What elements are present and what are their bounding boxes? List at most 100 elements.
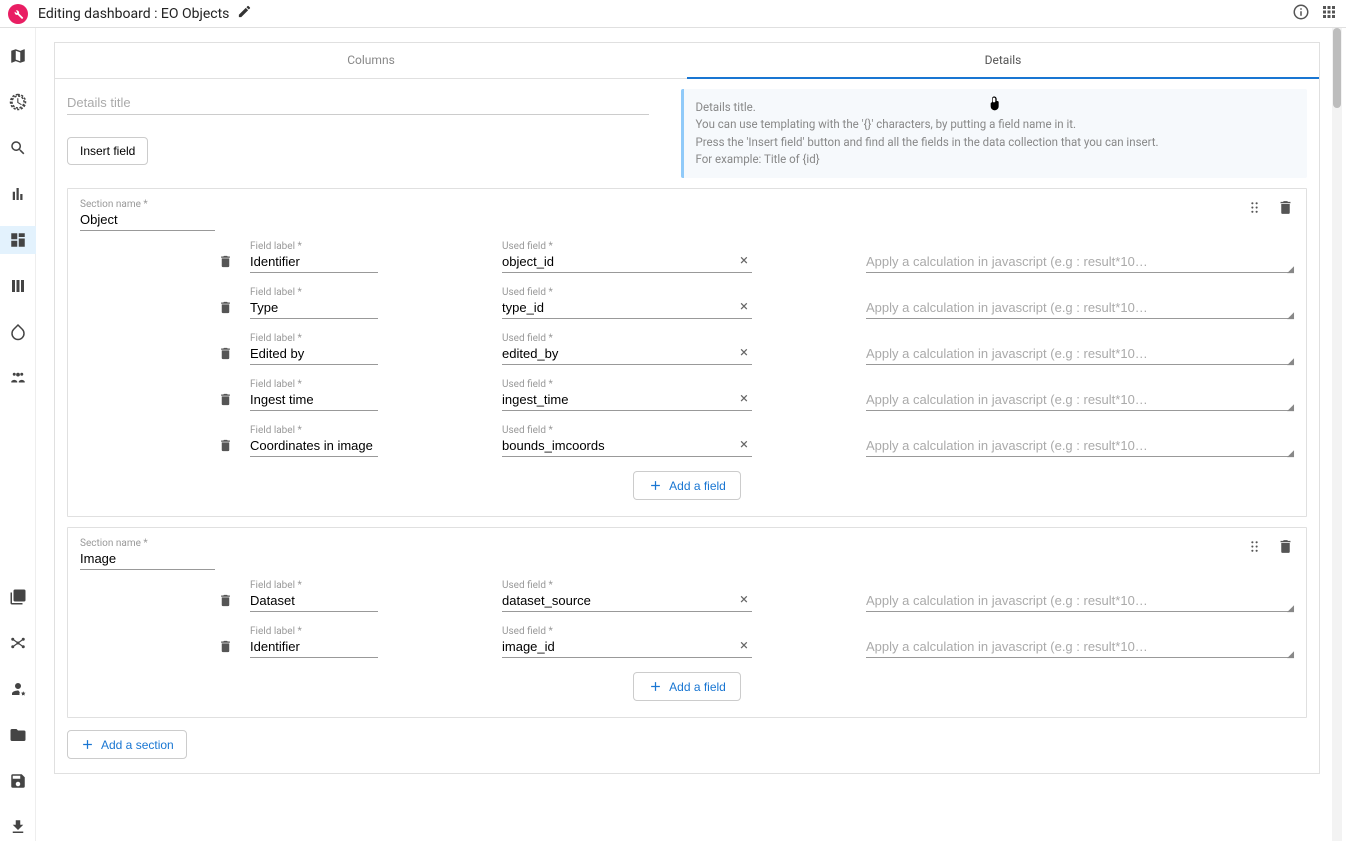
info-icon[interactable] (1292, 3, 1310, 25)
field-label-input[interactable] (250, 390, 378, 411)
delete-field-icon[interactable] (218, 387, 236, 411)
rail-map-icon[interactable] (0, 42, 36, 70)
rail-download-icon[interactable] (0, 813, 36, 841)
field-label-caption: Field label * (250, 580, 378, 591)
rail-columns-icon[interactable] (0, 272, 36, 300)
calculation-input[interactable] (866, 252, 1294, 273)
rail-admin-icon[interactable] (0, 675, 36, 703)
section-name-label: Section name * (80, 199, 215, 210)
tab-details[interactable]: Details (687, 43, 1319, 79)
insert-field-button[interactable]: Insert field (67, 137, 148, 165)
delete-field-icon[interactable] (218, 249, 236, 273)
main-content: Columns Details Insert field Details tit… (36, 28, 1330, 841)
field-row: Field label * Used field * × ◢ (218, 333, 1294, 365)
used-field-input[interactable] (502, 390, 752, 411)
rail-dashboard-icon[interactable] (0, 226, 36, 254)
drag-handle-icon[interactable] (1246, 199, 1263, 220)
used-field-input[interactable] (502, 252, 752, 273)
field-label-caption: Field label * (250, 626, 378, 637)
wrench-icon (12, 8, 24, 20)
clear-used-field-icon[interactable]: × (740, 435, 748, 453)
used-field-input[interactable] (502, 637, 752, 658)
help-tip: Details title. You can use templating wi… (681, 89, 1308, 178)
add-field-button[interactable]: Add a field (633, 471, 741, 500)
clear-used-field-icon[interactable]: × (740, 389, 748, 407)
used-field-input[interactable] (502, 436, 752, 457)
apps-icon[interactable] (1320, 3, 1338, 25)
field-row: Field label * Used field * × ◢ (218, 287, 1294, 319)
field-label-caption: Field label * (250, 287, 378, 298)
rail-drop-icon[interactable] (0, 318, 36, 346)
field-label-caption: Field label * (250, 333, 378, 344)
add-section-button[interactable]: Add a section (67, 730, 187, 759)
field-label-input[interactable] (250, 252, 378, 273)
clear-used-field-icon[interactable]: × (740, 297, 748, 315)
add-field-button[interactable]: Add a field (633, 672, 741, 701)
calculation-input[interactable] (866, 298, 1294, 319)
clear-used-field-icon[interactable]: × (740, 590, 748, 608)
scrollbar[interactable] (1332, 28, 1342, 841)
calculation-input[interactable] (866, 390, 1294, 411)
section: Section name * Field label * Used field … (67, 188, 1307, 517)
field-row: Field label * Used field * × ◢ (218, 626, 1294, 658)
tabs: Columns Details (54, 42, 1320, 79)
rail-hub-icon[interactable] (0, 629, 36, 657)
used-field-caption: Used field * (502, 241, 752, 252)
edit-title-icon[interactable] (237, 4, 252, 23)
add-field-label: Add a field (669, 479, 726, 493)
field-row: Field label * Used field * × ◢ (218, 425, 1294, 457)
field-label-caption: Field label * (250, 241, 378, 252)
clear-used-field-icon[interactable]: × (740, 343, 748, 361)
scrollbar-thumb[interactable] (1333, 28, 1341, 108)
section-name-input[interactable] (80, 210, 215, 231)
delete-field-icon[interactable] (218, 634, 236, 658)
field-label-caption: Field label * (250, 425, 378, 436)
plus-icon (80, 737, 95, 752)
rail-save-icon[interactable] (0, 767, 36, 795)
used-field-caption: Used field * (502, 287, 752, 298)
fields-list: Field label * Used field * × ◢ Field lab… (218, 580, 1294, 658)
field-row: Field label * Used field * × ◢ (218, 379, 1294, 411)
section-name-input[interactable] (80, 549, 215, 570)
field-label-input[interactable] (250, 344, 378, 365)
used-field-input[interactable] (502, 298, 752, 319)
calculation-input[interactable] (866, 344, 1294, 365)
clear-used-field-icon[interactable]: × (740, 636, 748, 654)
delete-field-icon[interactable] (218, 295, 236, 319)
rail-search-icon[interactable] (0, 134, 36, 162)
used-field-caption: Used field * (502, 580, 752, 591)
help-line: For example: Title of {id} (696, 151, 1296, 168)
field-label-input[interactable] (250, 298, 378, 319)
used-field-caption: Used field * (502, 379, 752, 390)
delete-field-icon[interactable] (218, 341, 236, 365)
delete-section-icon[interactable] (1277, 199, 1294, 220)
calculation-input[interactable] (866, 591, 1294, 612)
field-row: Field label * Used field * × ◢ (218, 241, 1294, 273)
clear-used-field-icon[interactable]: × (740, 251, 748, 269)
details-title-input[interactable] (67, 89, 649, 115)
help-line: Details title. (696, 99, 1296, 116)
field-label-input[interactable] (250, 436, 378, 457)
field-row: Field label * Used field * × ◢ (218, 580, 1294, 612)
field-label-caption: Field label * (250, 379, 378, 390)
rail-analytics-icon[interactable] (0, 180, 36, 208)
delete-field-icon[interactable] (218, 433, 236, 457)
delete-field-icon[interactable] (218, 588, 236, 612)
calculation-input[interactable] (866, 436, 1294, 457)
used-field-input[interactable] (502, 344, 752, 365)
field-label-input[interactable] (250, 591, 378, 612)
calculation-input[interactable] (866, 637, 1294, 658)
tab-columns[interactable]: Columns (55, 43, 687, 79)
delete-section-icon[interactable] (1277, 538, 1294, 559)
field-label-input[interactable] (250, 637, 378, 658)
drag-handle-icon[interactable] (1246, 538, 1263, 559)
rail-folder-icon[interactable] (0, 721, 36, 749)
rail-library-icon[interactable] (0, 583, 36, 611)
used-field-caption: Used field * (502, 333, 752, 344)
add-section-label: Add a section (101, 738, 174, 752)
used-field-input[interactable] (502, 591, 752, 612)
rail-timeline-icon[interactable] (0, 88, 36, 116)
help-line: Press the 'Insert field' button and find… (696, 134, 1296, 151)
rail-people-icon[interactable] (0, 364, 36, 392)
section-name-label: Section name * (80, 538, 215, 549)
